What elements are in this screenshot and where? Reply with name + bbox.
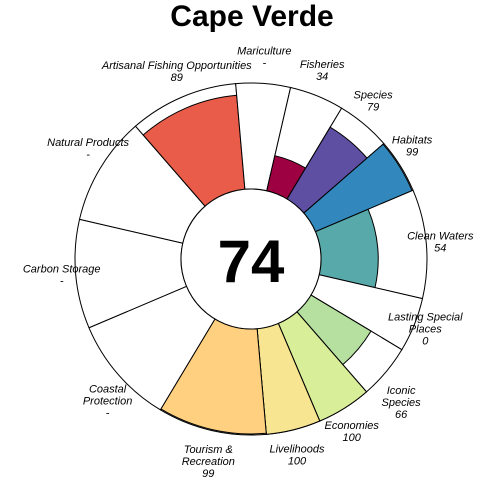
petal-value-lasting-special-places: 0 bbox=[422, 335, 429, 347]
petal-name-iconic-species: Species bbox=[382, 397, 422, 409]
petal-value-species: 79 bbox=[367, 102, 379, 114]
petal-value-mariculture: - bbox=[262, 58, 266, 70]
petal-name-livelihoods: Livelihoods bbox=[269, 443, 325, 455]
petal-value-clean-waters: 54 bbox=[434, 242, 446, 254]
petal-name-economies: Economies bbox=[324, 420, 379, 432]
chart-title: Cape Verde bbox=[170, 0, 333, 33]
petal-value-economies: 100 bbox=[343, 432, 362, 444]
petal-value-artisanal-fishing-opportunities: 89 bbox=[171, 72, 183, 84]
petal-name-mariculture: Mariculture bbox=[237, 46, 291, 58]
petal-value-iconic-species: 66 bbox=[395, 409, 408, 421]
petal-name-iconic-species: Iconic bbox=[387, 385, 416, 397]
petal-name-fisheries: Fisheries bbox=[300, 59, 345, 71]
center-score: 74 bbox=[218, 228, 285, 295]
petal-label-habitats: Habitats 99 bbox=[392, 134, 433, 158]
petal-name-tourism-and-recreation: Tourism & bbox=[184, 444, 233, 456]
petal-name-artisanal-fishing-opportunities: Artisanal Fishing Opportunities bbox=[101, 60, 252, 72]
petal-value-carbon-storage: - bbox=[60, 276, 64, 288]
petal-name-coastal-protection: Coastal bbox=[89, 384, 127, 396]
petal-name-lasting-special-places: Places bbox=[409, 323, 443, 335]
petal-label-artisanal-fishing-opportunities: Artisanal Fishing Opportunities 89 bbox=[101, 60, 252, 84]
petal-value-fisheries: 34 bbox=[316, 71, 328, 83]
petal-name-species: Species bbox=[354, 90, 394, 102]
petal-label-iconic-species: Iconic Species 66 bbox=[382, 385, 422, 421]
petal-value-habitats: 99 bbox=[406, 146, 418, 158]
petal-label-livelihoods: Livelihoods 100 bbox=[269, 443, 325, 467]
petal-label-fisheries: Fisheries 34 bbox=[300, 59, 345, 83]
petal-label-tourism-and-recreation: Tourism & Recreation 99 bbox=[182, 444, 235, 480]
petal-name-lasting-special-places: Lasting Special bbox=[388, 311, 463, 323]
petal-name-coastal-protection: Protection bbox=[83, 396, 133, 408]
petal-name-tourism-and-recreation: Recreation bbox=[182, 456, 235, 468]
petal-value-tourism-and-recreation: 99 bbox=[202, 468, 214, 480]
petal-name-clean-waters: Clean Waters bbox=[407, 230, 474, 242]
petal-value-natural-products: - bbox=[86, 149, 90, 161]
petal-value-coastal-protection: - bbox=[106, 408, 110, 420]
petal-label-coastal-protection: Coastal Protection - bbox=[83, 384, 133, 420]
petal-name-natural-products: Natural Products bbox=[47, 137, 129, 149]
petal-label-species: Species 79 bbox=[354, 90, 394, 114]
petal-value-livelihoods: 100 bbox=[288, 455, 307, 467]
petal-name-carbon-storage: Carbon Storage bbox=[23, 264, 101, 276]
petal-name-habitats: Habitats bbox=[392, 134, 433, 146]
petal-label-economies: Economies 100 bbox=[324, 420, 379, 444]
